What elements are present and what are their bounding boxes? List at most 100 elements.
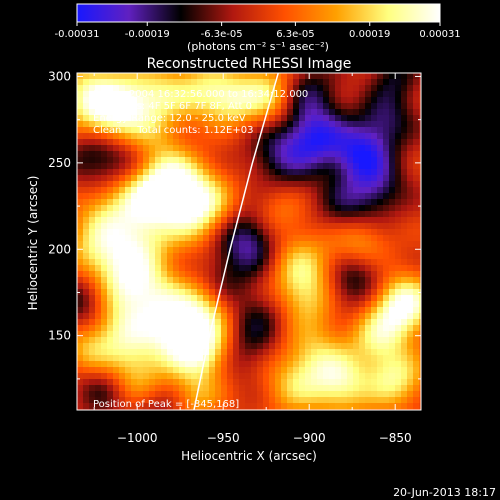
- heatmap-cell: [347, 235, 354, 242]
- heatmap-cell: [353, 319, 360, 326]
- heatmap-cell: [179, 151, 186, 158]
- heatmap-cell: [77, 265, 84, 272]
- heatmap-cell: [101, 289, 108, 296]
- heatmap-cell: [257, 355, 264, 362]
- heatmap-cell: [143, 295, 150, 302]
- heatmap-cell: [269, 109, 276, 116]
- heatmap-cell: [239, 259, 246, 266]
- heatmap-cell: [329, 391, 336, 398]
- heatmap-cell: [89, 355, 96, 362]
- heatmap-cell: [239, 223, 246, 230]
- heatmap-cell: [209, 265, 216, 272]
- heatmap-cell: [83, 205, 90, 212]
- heatmap-cell: [215, 277, 222, 284]
- heatmap-cell: [311, 193, 318, 200]
- heatmap-cell: [149, 331, 156, 338]
- heatmap-cell: [353, 391, 360, 398]
- heatmap-cell: [215, 283, 222, 290]
- heatmap-cell: [365, 127, 372, 134]
- heatmap-cell: [323, 289, 330, 296]
- heatmap-cell: [335, 121, 342, 128]
- annotation-counts: Clean Total counts: 1.12E+03: [93, 125, 253, 136]
- heatmap-cell: [239, 349, 246, 356]
- heatmap-cell: [407, 169, 414, 176]
- heatmap-cell: [377, 397, 384, 404]
- heatmap-cell: [77, 301, 84, 308]
- heatmap-cell: [377, 193, 384, 200]
- heatmap-cell: [323, 307, 330, 314]
- heatmap-cell: [173, 181, 180, 188]
- heatmap-cell: [179, 85, 186, 92]
- heatmap-cell: [77, 127, 84, 134]
- heatmap-cell: [131, 181, 138, 188]
- heatmap-cell: [281, 205, 288, 212]
- heatmap-cell: [185, 343, 192, 350]
- heatmap-cell: [119, 271, 126, 278]
- heatmap-cell: [161, 145, 168, 152]
- colorbar-tick-label: -0.00019: [125, 29, 170, 40]
- heatmap-cell: [203, 307, 210, 314]
- heatmap-cell: [383, 115, 390, 122]
- heatmap-cell: [143, 91, 150, 98]
- heatmap-cell: [203, 103, 210, 110]
- heatmap-cell: [419, 325, 421, 332]
- heatmap-cell: [101, 211, 108, 218]
- heatmap-cell: [185, 115, 192, 122]
- heatmap-cell: [311, 223, 318, 230]
- heatmap-cell: [137, 277, 144, 284]
- heatmap-cell: [245, 157, 252, 164]
- heatmap-cell: [83, 307, 90, 314]
- heatmap-cell: [155, 79, 162, 86]
- heatmap-cell: [389, 337, 396, 344]
- heatmap-cell: [161, 193, 168, 200]
- heatmap-cell: [299, 325, 306, 332]
- heatmap-cell: [287, 319, 294, 326]
- heatmap-cell: [299, 181, 306, 188]
- heatmap-cell: [209, 97, 216, 104]
- heatmap-cell: [137, 79, 144, 86]
- heatmap-cell: [341, 103, 348, 110]
- heatmap-cell: [101, 385, 108, 392]
- heatmap-cell: [191, 85, 198, 92]
- heatmap-cell: [137, 187, 144, 194]
- heatmap-cell: [383, 307, 390, 314]
- heatmap-cell: [101, 163, 108, 170]
- heatmap-cell: [371, 235, 378, 242]
- heatmap-cell: [353, 325, 360, 332]
- heatmap-cell: [413, 307, 420, 314]
- heatmap-cell: [191, 169, 198, 176]
- heatmap-cell: [329, 361, 336, 368]
- heatmap-cell: [389, 235, 396, 242]
- heatmap-cell: [317, 247, 324, 254]
- heatmap-cell: [95, 271, 102, 278]
- heatmap-cell: [149, 217, 156, 224]
- heatmap-cell: [155, 133, 162, 140]
- heatmap-cell: [329, 265, 336, 272]
- heatmap-cell: [107, 397, 114, 404]
- heatmap-cell: [125, 367, 132, 374]
- heatmap-cell: [341, 367, 348, 374]
- heatmap-cell: [155, 139, 162, 146]
- annotation-time: 31-Jan-2004 16:32:56.000 to 16:34:12.000: [93, 89, 308, 100]
- heatmap-cell: [137, 157, 144, 164]
- heatmap-cell: [257, 223, 264, 230]
- heatmap-cell: [377, 211, 384, 218]
- heatmap-cell: [299, 337, 306, 344]
- heatmap-cell: [335, 187, 342, 194]
- heatmap-cell: [263, 121, 270, 128]
- heatmap-cell: [353, 169, 360, 176]
- heatmap-cell: [329, 121, 336, 128]
- heatmap-cell: [233, 259, 240, 266]
- heatmap-cell: [131, 403, 138, 410]
- heatmap-cell: [101, 355, 108, 362]
- heatmap-cell: [113, 199, 120, 206]
- heatmap-cell: [293, 211, 300, 218]
- heatmap-cell: [299, 385, 306, 392]
- heatmap-cell: [371, 163, 378, 170]
- heatmap-cell: [365, 397, 372, 404]
- heatmap-cell: [263, 313, 270, 320]
- heatmap-cell: [191, 331, 198, 338]
- heatmap-cell: [107, 169, 114, 176]
- heatmap-cell: [161, 115, 168, 122]
- heatmap-cell: [131, 79, 138, 86]
